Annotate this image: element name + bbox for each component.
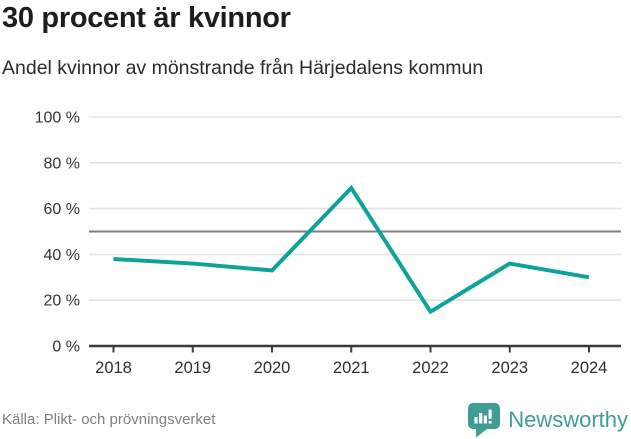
source-note: Källa: Plikt- och prövningsverket [2, 411, 216, 428]
y-axis-label: 20 % [44, 293, 80, 310]
y-axis-label: 100 % [35, 110, 80, 127]
bar-3 [483, 415, 488, 424]
x-axis-label: 2024 [571, 359, 608, 377]
exclamation-dot [488, 420, 492, 424]
bar-1 [474, 417, 478, 424]
brand-wordmark: Newsworthy [508, 407, 628, 432]
bar-2 [479, 413, 483, 424]
x-axis-label: 2023 [491, 359, 528, 377]
newsworthy-chart-bubble-icon [468, 403, 501, 438]
page-title: 30 procent är kvinnor [2, 2, 291, 34]
x-axis-label: 2019 [174, 359, 211, 377]
data-line [113, 184, 590, 315]
x-axis-label: 2021 [333, 359, 370, 377]
exclamation-stem [488, 409, 492, 419]
y-axis-label: 40 % [44, 247, 80, 264]
y-axis-label: 80 % [44, 155, 80, 172]
brand-logo: Newsworthy [467, 402, 628, 438]
y-axis-label: 0 % [52, 339, 80, 356]
x-axis-label: 2020 [254, 359, 291, 377]
y-axis-label: 60 % [44, 201, 80, 218]
chart-subtitle: Andel kvinnor av mönstrande från Härjeda… [2, 57, 484, 79]
x-axis-label: 2018 [95, 359, 132, 377]
x-axis-label: 2022 [412, 359, 449, 377]
